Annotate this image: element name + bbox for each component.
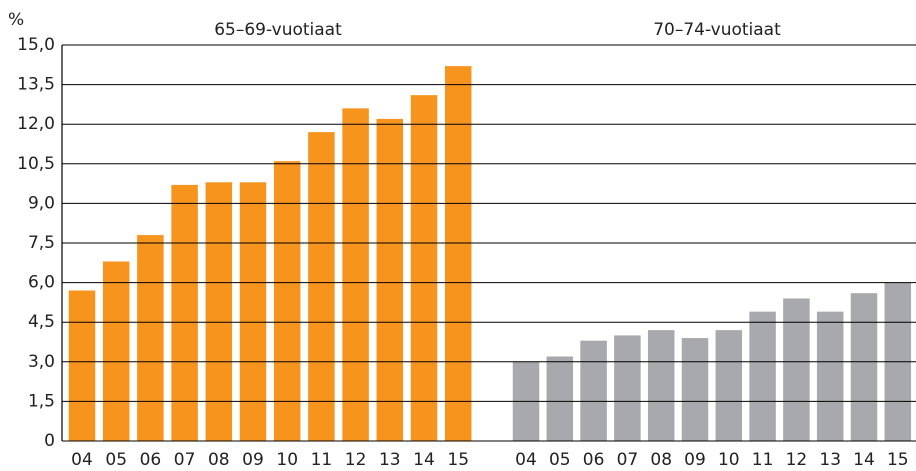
bar — [444, 66, 472, 442]
x-tick-label: 04 — [515, 450, 537, 470]
bar — [614, 335, 641, 441]
y-tick-label: 13,5 — [17, 75, 55, 95]
bar — [749, 311, 776, 441]
bar — [308, 132, 335, 441]
y-tick-label: 3,0 — [28, 352, 55, 372]
x-tick-label: 10 — [276, 450, 298, 470]
x-tick-label: 09 — [242, 450, 264, 470]
y-tick-label: 6,0 — [28, 273, 55, 293]
bar — [102, 261, 130, 441]
x-tick-label: 13 — [819, 450, 841, 470]
y-tick-label: 1,5 — [28, 391, 55, 411]
bar — [546, 356, 574, 441]
x-tick-label: 09 — [684, 450, 706, 470]
x-tick-label: 08 — [208, 450, 230, 470]
bar — [783, 298, 810, 441]
bar — [715, 330, 743, 441]
y-axis-label: % — [8, 10, 24, 30]
panel-title: 70–74-vuotiaat — [653, 20, 781, 40]
bar — [410, 95, 438, 441]
bar — [342, 108, 369, 442]
y-tick-label: 12,0 — [17, 114, 55, 134]
bar — [850, 293, 878, 441]
bar — [68, 290, 96, 441]
x-tick-label: 05 — [549, 450, 571, 470]
y-tick-label: 10,5 — [17, 154, 55, 174]
bar — [580, 340, 607, 441]
x-tick-label: 05 — [105, 450, 127, 470]
x-tick-label: 12 — [345, 450, 367, 470]
x-tick-label: 10 — [718, 450, 740, 470]
x-tick-label: 15 — [447, 450, 469, 470]
y-tick-label: 0 — [44, 431, 55, 451]
bar — [137, 235, 164, 441]
x-tick-label: 06 — [583, 450, 605, 470]
y-tick-label: 9,0 — [28, 193, 55, 213]
bar — [816, 311, 844, 441]
bar — [239, 182, 267, 441]
x-tick-label: 04 — [71, 450, 93, 470]
x-tick-label: 11 — [752, 450, 774, 470]
x-tick-label: 08 — [650, 450, 672, 470]
y-tick-label: 4,5 — [28, 312, 55, 332]
x-tick-label: 14 — [853, 450, 875, 470]
bar — [205, 182, 233, 441]
bar — [273, 161, 301, 441]
x-tick-label: 13 — [379, 450, 401, 470]
bar — [681, 338, 709, 441]
bar — [376, 118, 404, 442]
x-tick-label: 11 — [311, 450, 333, 470]
x-tick-label: 06 — [140, 450, 162, 470]
bar — [647, 330, 675, 441]
bar — [171, 184, 198, 442]
x-tick-label: 15 — [887, 450, 909, 470]
x-tick-label: 07 — [174, 450, 196, 470]
x-tick-label: 12 — [786, 450, 808, 470]
panel-title: 65–69-vuotiaat — [214, 20, 342, 40]
x-tick-label: 07 — [617, 450, 639, 470]
x-tick-label: 14 — [413, 450, 435, 470]
y-tick-label: 7,5 — [28, 233, 55, 253]
y-tick-label: 15,0 — [17, 35, 55, 55]
